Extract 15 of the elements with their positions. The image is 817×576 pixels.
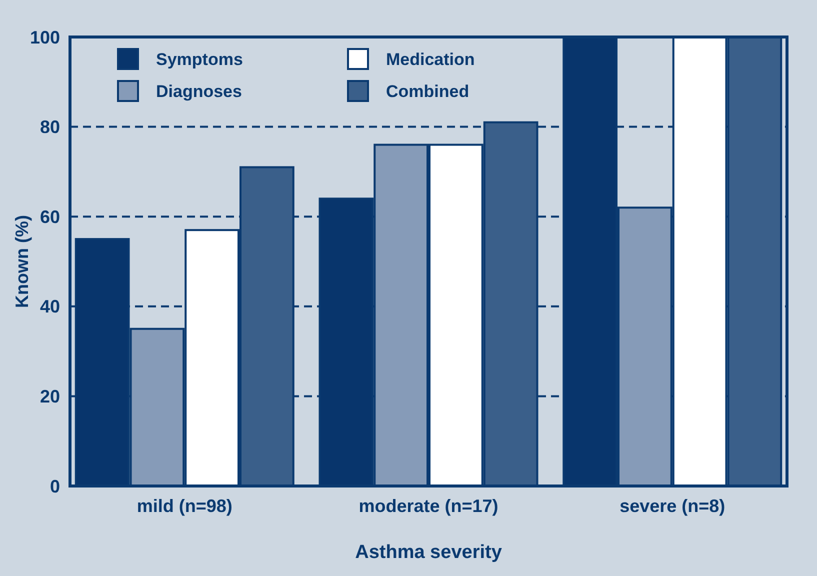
y-tick-label: 80	[40, 117, 60, 138]
y-tick-label: 40	[40, 296, 60, 317]
y-axis-title: Known (%)	[12, 215, 32, 308]
legend-label: Symptoms	[156, 50, 243, 69]
legend-label: Diagnoses	[156, 82, 242, 101]
legend-label: Medication	[386, 50, 475, 69]
x-tick-label: moderate (n=17)	[358, 496, 498, 516]
x-tick-label: mild (n=98)	[136, 496, 232, 516]
y-tick-label: 60	[40, 206, 60, 227]
y-tick-label: 100	[30, 27, 60, 48]
x-axis-title: Asthma severity	[355, 542, 502, 563]
x-tick-label: severe (n=8)	[620, 496, 726, 516]
y-tick-label: 20	[40, 386, 60, 406]
legend-label: Combined	[386, 82, 470, 101]
y-tick-label: 0	[50, 476, 60, 496]
